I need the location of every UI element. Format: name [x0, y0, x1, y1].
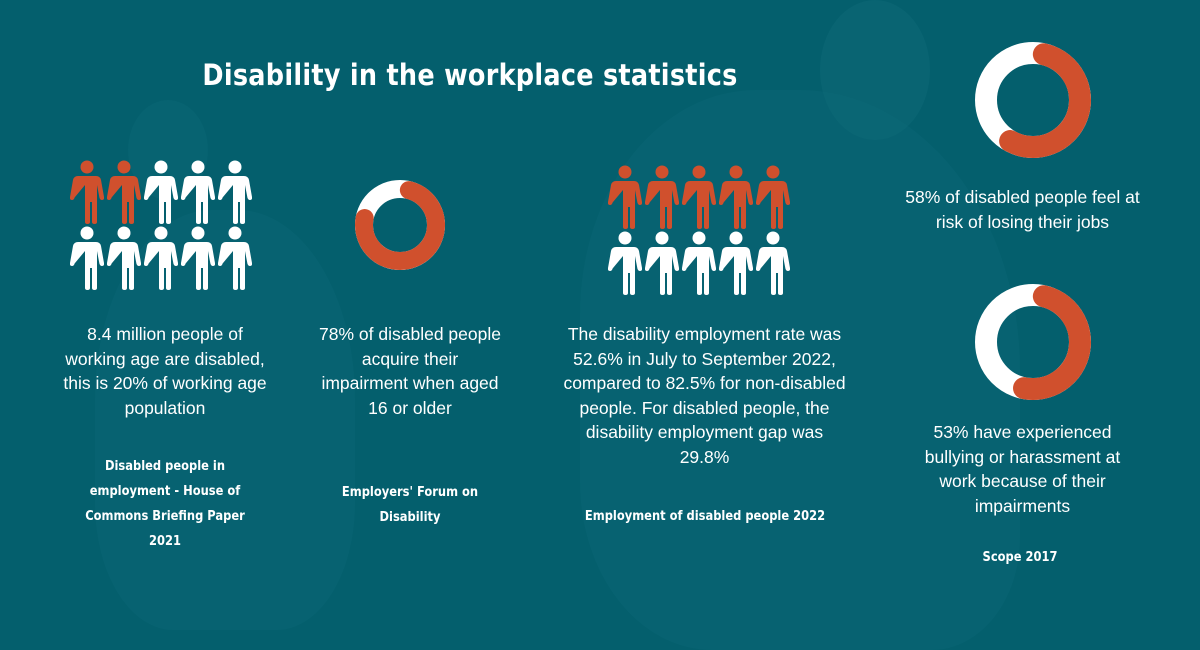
stat-employment-rate: The disability employment rate was 52.6%…	[563, 324, 846, 467]
person-highlighted-icon	[608, 165, 645, 229]
donut-icon	[975, 41, 1091, 158]
person-icon	[645, 231, 682, 295]
person-icon	[181, 160, 218, 224]
person-highlighted-icon	[719, 165, 756, 229]
person-icon	[756, 231, 793, 295]
background-shape	[820, 0, 930, 140]
source-working-age: Disabled people in employment - House of…	[85, 458, 245, 549]
person-highlighted-icon	[107, 160, 144, 224]
person-icon	[70, 226, 107, 290]
person-icon	[181, 226, 218, 290]
donut-icon	[975, 284, 1091, 400]
person-highlighted-icon	[682, 165, 719, 229]
stat-bullying: 53% have experienced bullying or harassm…	[924, 422, 1121, 516]
person-highlighted-icon	[756, 165, 793, 229]
person-icon	[608, 231, 645, 295]
person-icon	[218, 160, 255, 224]
person-icon	[218, 226, 255, 290]
person-highlighted-icon	[645, 165, 682, 229]
stat-job-risk: 58% of disabled people feel at risk of l…	[905, 187, 1140, 232]
donut-icon	[355, 180, 445, 270]
background-shape	[95, 210, 355, 630]
person-icon	[107, 226, 144, 290]
people-pictogram-working-age	[70, 160, 255, 290]
person-highlighted-icon	[70, 160, 107, 224]
person-icon	[682, 231, 719, 295]
person-icon	[719, 231, 756, 295]
people-pictogram-employment	[608, 165, 793, 295]
person-icon	[144, 226, 181, 290]
person-icon	[144, 160, 181, 224]
page-title: Disability in the workplace statistics	[202, 58, 738, 92]
stat-working-age: 8.4 million people of working age are di…	[63, 324, 267, 418]
source-employment-rate: Employment of disabled people 2022	[584, 508, 826, 524]
source-acquired: Employers' Forum on Disability	[341, 484, 479, 525]
source-bullying: Scope 2017	[982, 549, 1058, 565]
stat-acquired: 78% of disabled people acquire their imp…	[319, 324, 501, 418]
